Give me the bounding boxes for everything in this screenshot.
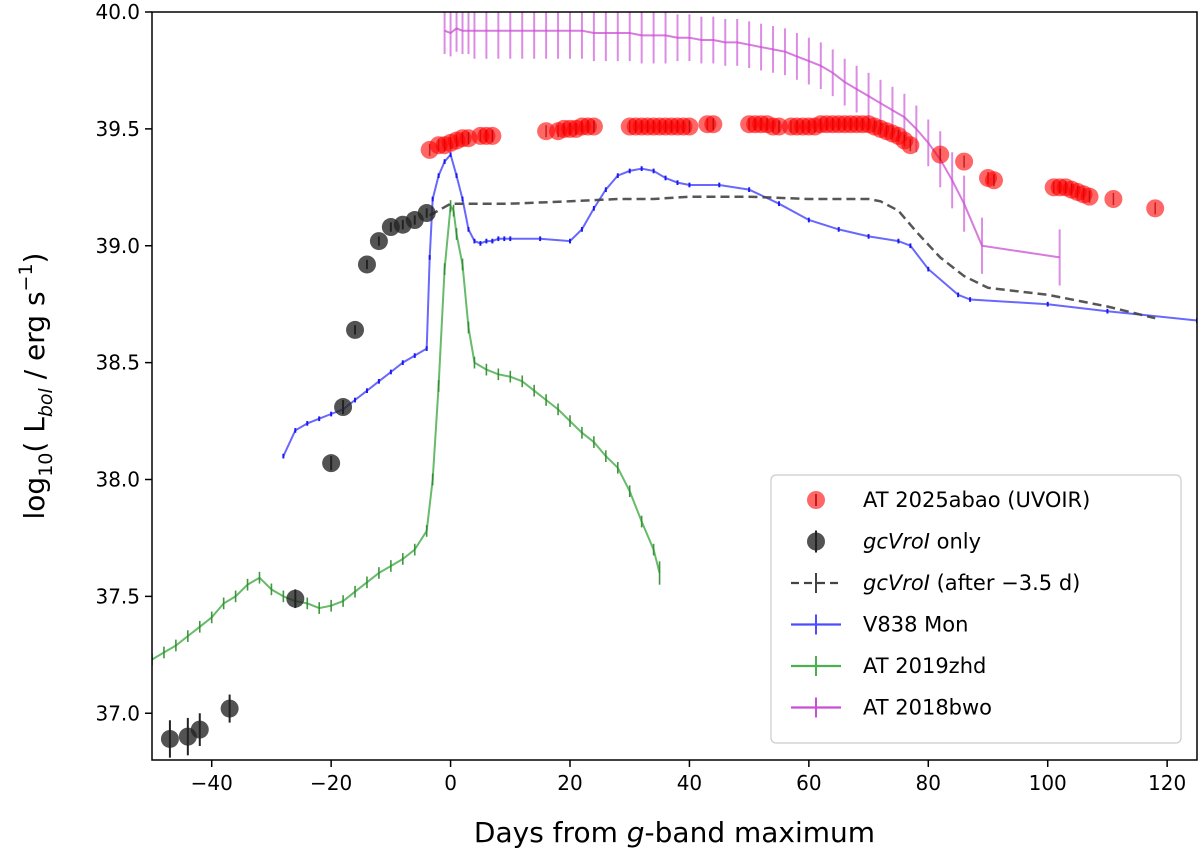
y-axis-label-part: ( L — [18, 417, 51, 453]
x-tick-label: 120 — [1148, 771, 1186, 795]
y-axis-label-part: −1 — [15, 263, 37, 291]
gcvroi-point — [160, 729, 179, 748]
x-axis-label-part: -band maximum — [645, 816, 876, 849]
x-tick-label: 40 — [677, 771, 702, 795]
y-axis-label-part: 10 — [35, 453, 57, 477]
gcvroi-point — [190, 720, 209, 739]
legend-label-2: gcVroI (after −3.5 d) — [863, 571, 1080, 595]
legend-box — [770, 474, 1182, 744]
y-tick-label: 40.0 — [95, 0, 140, 24]
y-axis-label-part: / erg s — [18, 291, 51, 388]
x-axis-label: Days from g-band maximum — [474, 816, 875, 849]
legend-label-0: AT 2025abao (UVOIR) — [863, 488, 1090, 512]
gcvroi-point — [369, 232, 388, 251]
legend-handle-4 — [791, 656, 841, 676]
x-axis-label-part: g — [627, 816, 645, 849]
plot-area — [152, 12, 1197, 758]
legend-handle-1 — [807, 530, 825, 553]
gcvroi-point — [286, 589, 305, 608]
y-axis-label-part: bol — [35, 387, 57, 417]
legend-label-4: AT 2019zhd — [863, 654, 986, 678]
gcvroi-point — [334, 398, 353, 417]
series-v838mon-line — [282, 152, 1197, 457]
legend-label-5: AT 2018bwo — [863, 696, 992, 720]
x-tick-label: 0 — [444, 771, 457, 795]
legend-handle-5 — [791, 697, 841, 718]
x-tick-label: 60 — [796, 771, 821, 795]
x-tick-label: −20 — [310, 771, 352, 795]
legend-label-italic: gcVroI — [863, 571, 930, 595]
gcvroi-point — [220, 699, 239, 718]
legend-label-italic: gcVroI — [863, 530, 930, 554]
series-at2019zhd-line — [152, 203, 661, 661]
axes: −40 −20 0 20 40 60 80 100 120 37.0 37.5 38.0 38.5 39.… — [15, 0, 1198, 849]
gcvroi-point — [346, 320, 365, 339]
plot-series — [152, 12, 1197, 758]
x-tick-label: 20 — [557, 771, 582, 795]
y-axis-label-part: log — [18, 477, 51, 520]
series-gcvroi-dashed-line — [429, 195, 1156, 320]
gcvroi-point — [322, 454, 341, 473]
gcvroi-point — [417, 204, 436, 223]
x-axis-label-part: Days from — [474, 816, 627, 849]
legend-handle-2 — [791, 573, 841, 593]
legend-label-3: V838 Mon — [863, 613, 968, 637]
legend-marker-black — [807, 532, 825, 551]
x-tick-label: −40 — [191, 771, 233, 795]
y-tick-label: 37.0 — [95, 701, 140, 725]
legend-label-rest: only — [930, 530, 981, 554]
series-at2018bwo-line — [444, 27, 1060, 259]
legend-label-1: gcVroI only — [863, 530, 981, 554]
gcvroi-point — [357, 255, 376, 274]
legend-handle-3 — [791, 614, 841, 635]
plot-frame — [151, 11, 1198, 761]
y-tick-label: 38.5 — [95, 351, 140, 375]
x-tick-label: 100 — [1029, 771, 1067, 795]
y-axis-label-part: ) — [18, 253, 51, 264]
y-axis-label: log10( Lbol / erg s−1) — [15, 253, 57, 520]
y-tick-label: 39.0 — [95, 234, 140, 258]
x-tick-label: 80 — [916, 771, 941, 795]
y-tick-label: 39.5 — [95, 117, 140, 141]
legend-handle-0 — [807, 491, 825, 509]
y-tick-label: 37.5 — [95, 584, 140, 608]
y-tick-label: 38.0 — [95, 468, 140, 492]
legend-label-rest: (after −3.5 d) — [930, 571, 1080, 595]
